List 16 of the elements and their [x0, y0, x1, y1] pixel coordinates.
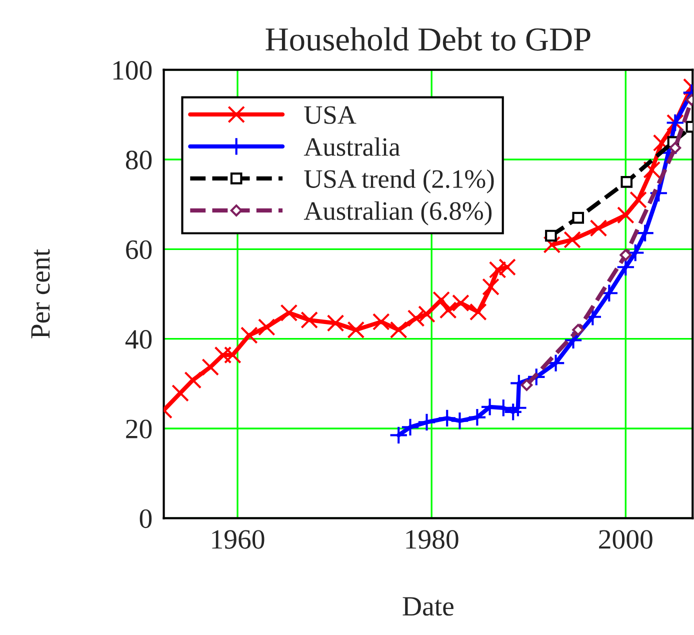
y-tick-label: 60: [126, 240, 152, 260]
y-tick-label: 40: [125, 330, 152, 349]
y-tick-label: 80: [126, 150, 152, 170]
y-tick-label: 20: [126, 420, 152, 438]
y-tick-label: 100: [113, 61, 152, 80]
legend-label: USA trend (2.1%): [304, 169, 494, 194]
legend-label: Australian (6.8%): [304, 201, 492, 226]
legend-label: USA: [304, 106, 356, 124]
y-axis-title: Per cent: [31, 249, 50, 338]
chart-title: Household Debt to GDP: [266, 27, 590, 51]
legend-label: Australia: [304, 137, 400, 156]
x-axis-title: Date: [402, 597, 454, 616]
x-tick-label: 1980: [406, 530, 458, 549]
y-tick-label: 0: [140, 509, 152, 528]
x-tick-label: 2000: [599, 530, 652, 549]
x-tick-label: 1960: [212, 530, 264, 549]
